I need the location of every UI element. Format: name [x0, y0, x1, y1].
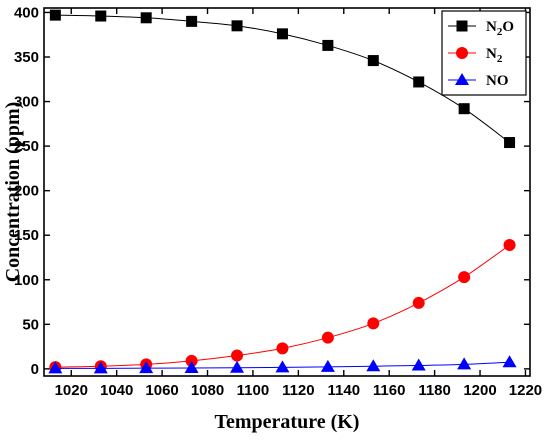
data-point: [231, 349, 244, 362]
data-point: [504, 137, 516, 149]
legend-label: NO: [486, 73, 509, 89]
x-tick-label: 1120: [282, 382, 315, 399]
legend-item: N2O: [448, 19, 514, 38]
data-point: [276, 28, 288, 40]
data-point: [367, 317, 380, 330]
y-tick-label: 100: [14, 272, 39, 289]
legend-item: NO: [448, 73, 509, 89]
data-point: [186, 15, 198, 27]
x-tick-label: 1180: [418, 382, 451, 399]
data-point: [322, 39, 334, 51]
data-point: [275, 360, 290, 373]
data-point: [184, 360, 199, 373]
data-point: [321, 331, 334, 344]
data-point: [49, 9, 61, 21]
y-tick-label: 150: [14, 227, 39, 244]
data-point: [93, 361, 108, 374]
x-tick-label: 1020: [55, 382, 88, 399]
data-point: [48, 361, 63, 374]
data-point: [276, 342, 289, 355]
data-point: [458, 271, 471, 284]
x-tick-label: 1220: [509, 382, 542, 399]
data-point: [366, 359, 381, 372]
y-tick-label: 350: [14, 49, 39, 66]
axes: 1020 1040 1060 1080 1100 1120 1140 1160 1180 1200…: [14, 4, 542, 399]
series-n2o: [49, 9, 516, 149]
data-point: [502, 355, 517, 368]
y-tick-label: 400: [14, 4, 39, 21]
data-point: [367, 55, 379, 67]
data-point: [458, 103, 470, 115]
legend-label: N2: [486, 46, 503, 65]
data-point: [503, 239, 516, 252]
y-tick-label: 250: [14, 138, 39, 155]
x-tick-label: 1060: [145, 382, 178, 399]
legend-marker: [456, 47, 468, 59]
plot-frame: [43, 7, 531, 377]
x-tick-label: 1140: [328, 382, 361, 399]
y-tick-label: 50: [22, 316, 39, 333]
x-axis-title: Temperature (K): [215, 411, 360, 433]
data-point: [140, 12, 152, 24]
data-point: [230, 360, 245, 373]
x-tick-label: 1040: [100, 382, 133, 399]
series-n2: [49, 239, 516, 374]
y-axis-title: Concentration (ppm): [2, 102, 24, 283]
y-tick-label: 300: [14, 94, 39, 111]
data-point: [231, 20, 243, 32]
data-point: [411, 358, 426, 371]
x-tick-label: 1200: [463, 382, 496, 399]
data-point: [413, 76, 425, 88]
legend-label: N2O: [486, 19, 514, 38]
series-no: [48, 355, 517, 374]
data-point: [320, 359, 335, 372]
y-tick-label: 0: [31, 361, 39, 378]
legend-marker: [456, 20, 468, 32]
data-point: [412, 296, 425, 309]
data-point: [139, 361, 154, 374]
series-layer: [48, 9, 517, 374]
y-tick-label: 200: [14, 183, 39, 200]
x-tick-label: 1080: [191, 382, 224, 399]
data-point: [457, 357, 472, 370]
legend-marker: [455, 73, 469, 85]
data-point: [95, 10, 107, 22]
x-tick-label: 1160: [373, 382, 406, 399]
x-tick-label: 1100: [237, 382, 270, 399]
data-point: [185, 354, 198, 367]
legend-item: N2: [448, 46, 503, 65]
legend: N2O N2 NO: [441, 10, 527, 96]
